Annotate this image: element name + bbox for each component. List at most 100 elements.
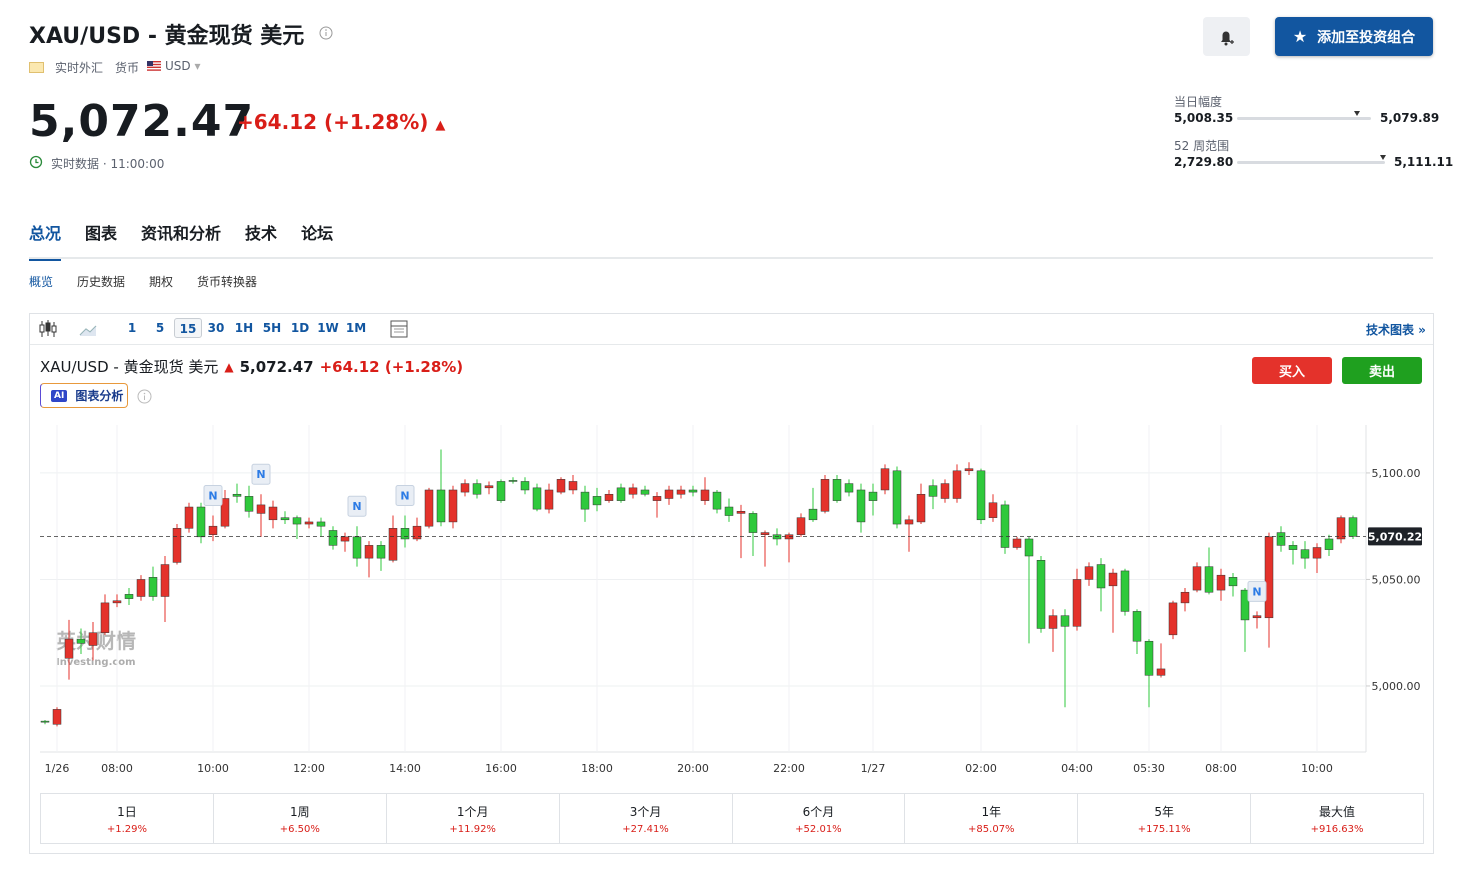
interval-button[interactable]: 30 xyxy=(207,321,225,335)
candle-body xyxy=(892,470,902,525)
period: 6个月 xyxy=(802,805,835,819)
candle-body xyxy=(148,577,158,597)
market: 实时外汇 xyxy=(55,61,104,75)
candle-body xyxy=(1132,611,1142,642)
subtab[interactable]: 期权 xyxy=(149,275,174,289)
performance-cell[interactable]: 6个月 +52.01% xyxy=(733,794,906,843)
performance-cell[interactable]: 1周 +6.50% xyxy=(214,794,387,843)
y-tick-label: 5,100.00 xyxy=(1372,467,1421,480)
candle-body xyxy=(928,485,938,497)
candle-body xyxy=(160,564,170,597)
performance-cell[interactable]: 1个月 +11.92% xyxy=(387,794,560,843)
clock-icon xyxy=(29,155,43,169)
candle-body xyxy=(244,496,254,512)
candle-body xyxy=(1072,579,1082,627)
candle-body xyxy=(1108,572,1118,587)
period: 1日 xyxy=(117,805,137,819)
candle-body xyxy=(688,489,698,493)
candle-body xyxy=(1120,570,1130,612)
news-marker[interactable]: N xyxy=(251,463,271,485)
period-change: +52.01% xyxy=(795,824,842,835)
ai-info-icon[interactable] xyxy=(137,389,152,404)
candle-body xyxy=(448,489,458,523)
performance-cell[interactable]: 1年 +85.07% xyxy=(905,794,1079,843)
candle-body xyxy=(172,528,182,563)
news-marker[interactable]: N xyxy=(347,495,367,517)
interval-button[interactable]: 1D xyxy=(290,321,310,335)
x-tick-label: 1/26 xyxy=(45,762,70,775)
candle-body xyxy=(1252,615,1262,619)
x-tick-label: 1/27 xyxy=(861,762,886,775)
legend-title: XAU/USD - 黄金现货 美元 xyxy=(40,358,219,376)
news-marker-box xyxy=(1247,580,1267,602)
alert-button[interactable] xyxy=(1203,17,1250,56)
candle-body xyxy=(772,534,782,540)
news-marker-label: N xyxy=(400,490,409,503)
candle-body xyxy=(868,491,878,501)
news-marker[interactable]: N xyxy=(395,485,415,507)
news-marker-label: N xyxy=(1252,585,1261,598)
x-tick-label: 08:00 xyxy=(1205,762,1237,775)
chart-type-icons[interactable] xyxy=(38,319,102,339)
chart-legend: XAU/USD - 黄金现货 美元 ▲ 5,072.47 +64.12 (+1.… xyxy=(40,357,464,377)
candle-body xyxy=(1240,589,1250,621)
currency[interactable]: USD ▾ xyxy=(165,59,201,73)
interval-button[interactable]: 1H xyxy=(234,321,254,335)
candle-body xyxy=(184,506,194,529)
interval-button[interactable]: 5H xyxy=(262,321,282,335)
candle-body xyxy=(1000,504,1010,548)
candle-body xyxy=(1192,566,1202,591)
performance-strip: 1日 +1.29% 1周 +6.50% 1个月 +11.92% 3个月 +27.41% 6个月 +… xyxy=(40,793,1424,844)
news-marker-box xyxy=(347,495,367,517)
news-marker[interactable]: N xyxy=(1247,580,1267,602)
period: 最大值 xyxy=(1319,805,1356,819)
tab[interactable]: 技术 xyxy=(245,224,278,243)
subtab[interactable]: 货币转换器 xyxy=(197,275,258,289)
news-marker[interactable]: N xyxy=(203,485,223,507)
tab[interactable]: 论坛 xyxy=(301,224,334,243)
subtab[interactable]: 历史数据 xyxy=(77,275,126,289)
candle-body xyxy=(100,602,110,633)
layout-icon[interactable] xyxy=(389,319,409,339)
tab[interactable]: 总况 xyxy=(29,220,62,261)
candle-body xyxy=(952,470,962,499)
add-portfolio-button[interactable]: ★ 添加至投资组合 xyxy=(1275,17,1433,56)
interval-buttons: 1 5 15 30 1H 5H 1D 1W 1M xyxy=(118,318,370,338)
range-high: 5,079.89 xyxy=(1380,111,1440,125)
performance-cell[interactable]: 最大值 +916.63% xyxy=(1251,794,1423,843)
performance-cell[interactable]: 5年 +175.11% xyxy=(1078,794,1252,843)
candle-body xyxy=(352,536,362,559)
period: 1周 xyxy=(289,805,310,819)
interval-button[interactable]: 1M xyxy=(345,321,367,335)
candle-body xyxy=(604,493,614,501)
chart-toolbar xyxy=(30,314,1433,345)
candle-body xyxy=(232,493,242,497)
tab[interactable]: 图表 xyxy=(85,224,118,243)
candle-body xyxy=(1312,547,1322,559)
candle-body xyxy=(712,491,722,510)
performance-cell[interactable]: 1日 +1.29% xyxy=(41,794,214,843)
candle-body xyxy=(484,485,494,489)
candle-body xyxy=(916,493,926,523)
candle-body xyxy=(88,632,98,646)
info-icon[interactable] xyxy=(319,26,333,40)
sell-button[interactable]: 卖出 xyxy=(1342,357,1422,384)
buy-button[interactable]: 买入 xyxy=(1252,357,1332,384)
interval-button[interactable]: 1W xyxy=(317,321,339,335)
candle-body xyxy=(820,479,830,512)
currency-code: USD xyxy=(165,59,191,73)
interval-button[interactable]: 1 xyxy=(127,321,137,335)
interval-button[interactable]: 15 xyxy=(174,318,202,338)
legend-price: 5,072.47 xyxy=(239,357,314,376)
ai-analysis-button[interactable]: AI 图表分析 xyxy=(40,383,128,408)
candle-body xyxy=(400,528,410,540)
tab[interactable]: 资讯和分析 xyxy=(141,224,222,243)
subtab[interactable]: 概览 xyxy=(29,275,54,289)
performance-cell[interactable]: 3个月 +27.41% xyxy=(560,794,733,843)
candle-body xyxy=(1204,566,1214,593)
period: 1个月 xyxy=(456,805,489,819)
interval-button[interactable]: 5 xyxy=(155,321,165,335)
candle-body xyxy=(292,517,302,525)
us-flag xyxy=(147,61,161,71)
technical-chart-link[interactable]: 技术图表 » xyxy=(1366,323,1426,337)
